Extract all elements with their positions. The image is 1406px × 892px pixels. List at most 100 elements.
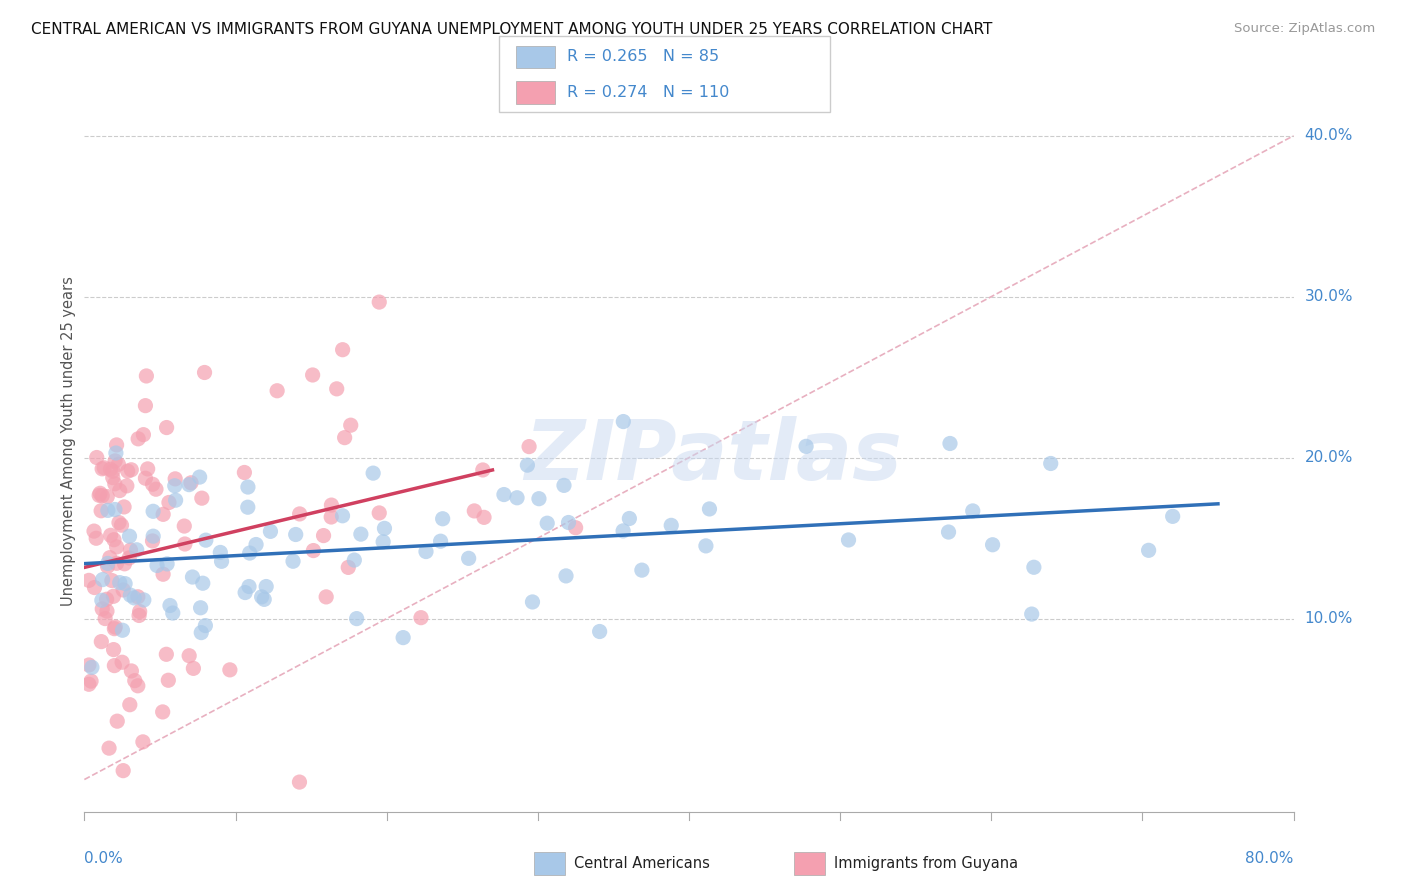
- Point: [1022, 560, 1045, 574]
- Point: [429, 534, 451, 549]
- Point: [343, 553, 366, 567]
- Point: [84, 531, 107, 545]
- Point: [302, 543, 325, 558]
- Point: [77, 658, 100, 673]
- Point: [146, 558, 169, 573]
- Point: [132, 735, 155, 749]
- Point: [506, 491, 529, 505]
- Point: [120, 463, 142, 477]
- Point: [193, 366, 215, 380]
- Point: [104, 620, 127, 634]
- Point: [266, 384, 288, 398]
- Text: Source: ZipAtlas.com: Source: ZipAtlas.com: [1234, 22, 1375, 36]
- Point: [157, 673, 180, 688]
- Point: [392, 631, 415, 645]
- Point: [612, 524, 634, 538]
- Point: [1039, 457, 1062, 471]
- Point: [557, 516, 579, 530]
- Point: [118, 529, 141, 543]
- Point: [108, 516, 131, 530]
- Point: [183, 661, 205, 675]
- Point: [97, 503, 120, 517]
- Point: [233, 466, 256, 480]
- Point: [239, 546, 262, 560]
- Point: [332, 343, 354, 357]
- Text: Central Americans: Central Americans: [574, 856, 710, 871]
- Point: [96, 592, 118, 607]
- Point: [211, 554, 233, 568]
- Point: [105, 714, 128, 728]
- Point: [173, 519, 195, 533]
- Point: [103, 589, 125, 603]
- Point: [90, 504, 112, 518]
- Point: [181, 570, 204, 584]
- Point: [368, 506, 391, 520]
- Point: [253, 592, 276, 607]
- Point: [555, 569, 578, 583]
- Point: [321, 510, 343, 524]
- Point: [142, 529, 165, 543]
- Point: [188, 470, 211, 484]
- Point: [77, 677, 100, 691]
- Point: [156, 557, 179, 571]
- Point: [101, 574, 124, 588]
- Point: [93, 460, 115, 475]
- Point: [103, 622, 125, 636]
- Point: [564, 521, 586, 535]
- Point: [80, 660, 103, 674]
- Text: CENTRAL AMERICAN VS IMMIGRANTS FROM GUYANA UNEMPLOYMENT AMONG YOUTH UNDER 25 YEA: CENTRAL AMERICAN VS IMMIGRANTS FROM GUYA…: [31, 22, 993, 37]
- Point: [194, 533, 217, 548]
- Point: [135, 368, 157, 383]
- Point: [516, 458, 538, 472]
- Point: [105, 540, 128, 554]
- Point: [120, 543, 142, 558]
- Point: [132, 427, 155, 442]
- Point: [101, 464, 124, 478]
- Point: [339, 418, 361, 433]
- Point: [114, 576, 136, 591]
- Point: [83, 524, 105, 538]
- Point: [492, 487, 515, 501]
- Point: [112, 582, 135, 597]
- Text: R = 0.265   N = 85: R = 0.265 N = 85: [567, 49, 718, 64]
- Point: [115, 479, 138, 493]
- Point: [163, 479, 186, 493]
- Point: [325, 382, 347, 396]
- Point: [517, 440, 540, 454]
- Y-axis label: Unemployment Among Youth under 25 years: Unemployment Among Youth under 25 years: [60, 277, 76, 607]
- Point: [127, 432, 149, 446]
- Point: [132, 593, 155, 607]
- Point: [142, 504, 165, 518]
- Point: [112, 500, 135, 514]
- Point: [1137, 543, 1160, 558]
- Point: [104, 454, 127, 468]
- Point: [91, 489, 114, 503]
- Point: [157, 495, 180, 509]
- Point: [90, 634, 112, 648]
- Point: [155, 648, 177, 662]
- Point: [127, 679, 149, 693]
- Text: 80.0%: 80.0%: [1246, 851, 1294, 865]
- Point: [612, 415, 634, 429]
- Point: [111, 624, 134, 638]
- Point: [284, 527, 307, 541]
- Point: [321, 498, 343, 512]
- Point: [142, 477, 165, 491]
- Point: [165, 472, 187, 486]
- Point: [236, 480, 259, 494]
- Point: [288, 775, 311, 789]
- Point: [173, 537, 195, 551]
- Point: [373, 534, 395, 549]
- Point: [97, 559, 120, 574]
- Point: [165, 493, 187, 508]
- Text: 10.0%: 10.0%: [1305, 611, 1353, 626]
- Point: [250, 590, 273, 604]
- Point: [939, 436, 962, 450]
- Point: [77, 574, 100, 588]
- Text: R = 0.274   N = 110: R = 0.274 N = 110: [567, 85, 728, 100]
- Point: [463, 504, 485, 518]
- Point: [128, 608, 150, 623]
- Point: [86, 450, 108, 465]
- Point: [236, 500, 259, 515]
- Point: [124, 673, 146, 688]
